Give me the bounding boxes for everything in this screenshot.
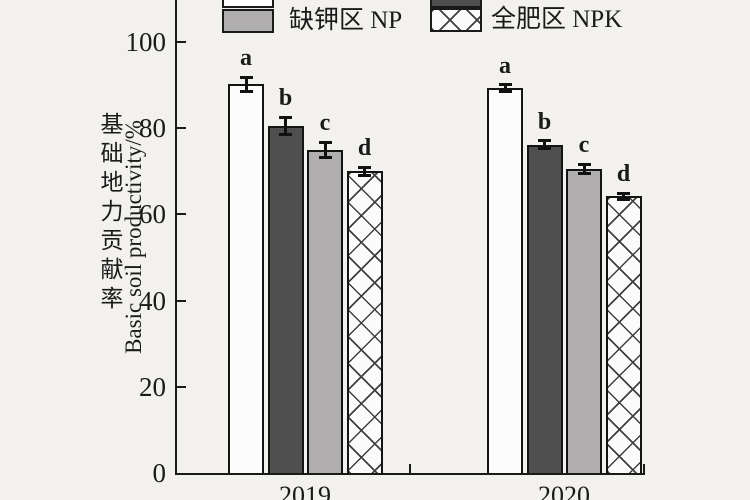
x-divider-tick: [409, 464, 411, 473]
error-bar-cap-top: [279, 115, 292, 119]
error-bar-cap-top: [498, 83, 512, 87]
legend-swatch-dark-partial: [430, 0, 482, 8]
y-axis-title-english: Basic soil productivity/%: [121, 120, 146, 354]
y-tick-label: 0: [152, 458, 167, 488]
y-tick-mark: [177, 127, 186, 130]
y-tick-label: 100: [125, 27, 167, 57]
legend-swatch-npk: [430, 8, 482, 32]
error-bar-cap-bottom: [358, 173, 371, 177]
error-bar-line: [284, 117, 287, 135]
error-bar-cap-bottom: [318, 156, 332, 160]
legend-swatch-np: [222, 9, 274, 33]
error-bar-cap-bottom: [577, 171, 591, 175]
error-bar-line: [503, 84, 507, 92]
bar-dark-gray-2019: [267, 125, 304, 473]
error-bar-cap-top: [239, 75, 253, 79]
y-axis-title-chinese: 基础地力贡献率: [97, 112, 122, 315]
y-tick-label: 60: [139, 199, 166, 230]
error-bar-cap-top: [358, 165, 371, 169]
bar-white-2020: [487, 88, 523, 473]
error-bar-cap-top: [617, 191, 630, 195]
error-bar-line: [582, 164, 586, 174]
significance-letter: c: [319, 110, 331, 136]
error-bar-cap-bottom: [617, 197, 630, 201]
y-tick-mark: [177, 213, 186, 216]
error-bar-cap-top: [318, 140, 332, 144]
error-bar-cap-bottom: [239, 89, 253, 93]
y-tick-label: 20: [139, 371, 166, 402]
error-bar-cap-bottom: [498, 90, 512, 94]
significance-letter: b: [278, 85, 293, 111]
error-bar-cap-bottom: [538, 146, 551, 150]
significance-letter: d: [357, 135, 372, 162]
x-category-label: 2020: [538, 481, 590, 500]
error-bar-line: [622, 193, 625, 200]
bar-light-gray-2020: [566, 168, 602, 473]
error-bar-line: [543, 140, 546, 149]
significance-letter: c: [578, 132, 590, 159]
bar-crosshatch-2019: [346, 171, 383, 473]
x-divider-tick: [643, 464, 645, 473]
y-tick-label: 40: [139, 285, 166, 316]
x-category-label: 2019: [279, 481, 331, 500]
bar-dark-gray-2020: [526, 144, 563, 473]
bar-crosshatch-2020: [605, 196, 642, 473]
error-bar-line: [363, 167, 366, 176]
significance-letter: a: [240, 45, 252, 72]
error-bar-line: [323, 142, 327, 158]
y-tick-label: 80: [139, 113, 166, 144]
error-bar-cap-top: [577, 162, 591, 166]
y-tick-mark: [177, 385, 186, 388]
error-bar-cap-top: [538, 139, 551, 143]
significance-letter: b: [537, 108, 552, 135]
error-bar-cap-bottom: [279, 132, 292, 136]
error-bar-line: [244, 77, 248, 92]
y-tick-mark: [177, 299, 186, 302]
bar-light-gray-2019: [307, 149, 343, 473]
legend-label-npk: 全肥区 NPK: [491, 6, 623, 33]
significance-letter: d: [616, 161, 631, 188]
legend-label-np: 缺钾区 NP: [289, 7, 403, 34]
bar-white-2019: [228, 84, 264, 473]
legend-swatch-white-partial: [222, 0, 274, 8]
y-tick-mark: [177, 41, 186, 43]
significance-letter: a: [499, 52, 511, 79]
